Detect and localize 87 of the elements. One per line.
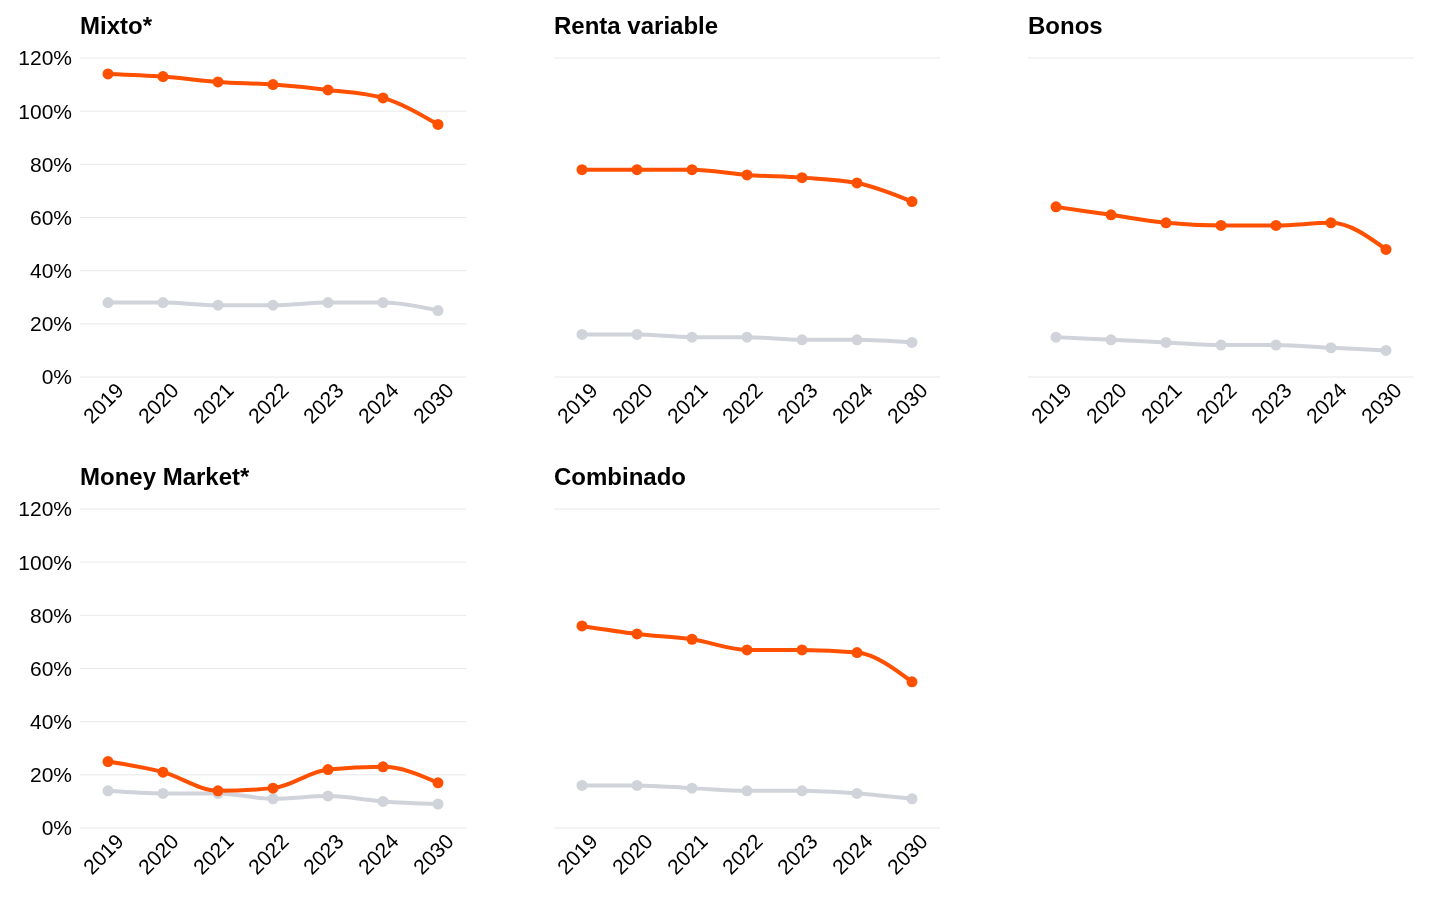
chart-title: Mixto* [80, 12, 152, 40]
point [157, 297, 169, 309]
point [377, 92, 389, 104]
point [631, 628, 643, 640]
y-tick-label: 80% [29, 603, 72, 627]
point [322, 297, 334, 309]
point [322, 790, 334, 802]
point [796, 785, 808, 797]
point [796, 334, 808, 346]
point [157, 766, 169, 778]
y-tick-label: 40% [29, 259, 72, 283]
point [686, 331, 698, 343]
y-tick-label: 100% [18, 550, 72, 574]
point [212, 299, 224, 311]
point [906, 676, 918, 688]
point [102, 785, 114, 797]
point [1105, 334, 1117, 346]
point [157, 787, 169, 799]
point [1380, 243, 1392, 255]
point [631, 164, 643, 176]
point [576, 328, 588, 340]
point [267, 299, 279, 311]
y-tick-label: 0% [41, 365, 72, 389]
point [102, 297, 114, 309]
chart-title: Bonos [1028, 12, 1103, 40]
chart-title: Money Market* [80, 463, 250, 491]
point [741, 644, 753, 656]
point [1380, 344, 1392, 356]
point [267, 793, 279, 805]
point [267, 79, 279, 91]
y-tick-label: 120% [18, 46, 72, 70]
point [1325, 342, 1337, 354]
point [322, 764, 334, 776]
point [1050, 201, 1062, 213]
point [1160, 336, 1172, 348]
point [432, 305, 444, 317]
point [796, 644, 808, 656]
y-tick-label: 20% [29, 312, 72, 336]
point [906, 196, 918, 208]
y-tick-label: 60% [29, 205, 72, 229]
point [102, 68, 114, 80]
point [576, 620, 588, 632]
y-tick-label: 80% [29, 152, 72, 176]
y-tick-label: 0% [41, 816, 72, 840]
point [1270, 339, 1282, 351]
point [851, 177, 863, 189]
point [1050, 331, 1062, 343]
point [432, 777, 444, 789]
y-tick-label: 120% [18, 497, 72, 521]
point [157, 71, 169, 83]
point [741, 169, 753, 181]
point [631, 328, 643, 340]
point [851, 334, 863, 346]
point [576, 164, 588, 176]
point [686, 164, 698, 176]
point [212, 76, 224, 88]
y-tick-label: 20% [29, 763, 72, 787]
point [906, 336, 918, 348]
point [432, 798, 444, 810]
y-tick-label: 40% [29, 710, 72, 734]
point [1105, 209, 1117, 221]
chart-title: Combinado [554, 463, 686, 491]
point [1215, 339, 1227, 351]
point [377, 795, 389, 807]
point [631, 779, 643, 791]
y-tick-label: 60% [29, 656, 72, 680]
point [432, 118, 444, 130]
chart-title: Renta variable [554, 12, 719, 40]
point [267, 782, 279, 794]
point [377, 297, 389, 309]
point [741, 785, 753, 797]
point [576, 779, 588, 791]
point [851, 647, 863, 659]
point [741, 331, 753, 343]
point [851, 787, 863, 799]
point [322, 84, 334, 96]
point [796, 172, 808, 184]
point [1270, 219, 1282, 231]
point [686, 782, 698, 794]
y-tick-label: 100% [18, 99, 72, 123]
point [686, 633, 698, 645]
point [1160, 217, 1172, 229]
point [1325, 217, 1337, 229]
point [377, 761, 389, 773]
point [1215, 219, 1227, 231]
point [906, 793, 918, 805]
point [102, 756, 114, 768]
